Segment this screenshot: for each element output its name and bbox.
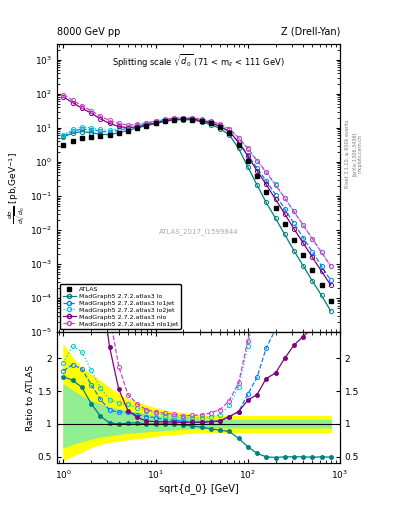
Text: mcplots.cern.ch: mcplots.cern.ch [358, 134, 363, 173]
Text: Z (Drell-Yan): Z (Drell-Yan) [281, 27, 340, 37]
X-axis label: sqrt{d_0} [GeV]: sqrt{d_0} [GeV] [159, 483, 238, 494]
Text: Rivet 3.1.10, ≥ 600k events: Rivet 3.1.10, ≥ 600k events [345, 119, 350, 188]
Text: [arXiv:1306.3436]: [arXiv:1306.3436] [352, 132, 357, 176]
Text: 8000 GeV pp: 8000 GeV pp [57, 27, 120, 37]
Text: Splitting scale $\sqrt{d_0}$ (71 < m$_{ll}$ < 111 GeV): Splitting scale $\sqrt{d_0}$ (71 < m$_{l… [112, 52, 285, 69]
Y-axis label: Ratio to ATLAS: Ratio to ATLAS [26, 365, 35, 431]
Legend: ATLAS, MadGraph5 2.7.2.atlas3 lo, MadGraph5 2.7.2.atlas3 lo1jet, MadGraph5 2.7.2: ATLAS, MadGraph5 2.7.2.atlas3 lo, MadGra… [60, 284, 181, 329]
Y-axis label: $\frac{d\sigma}{d\sqrt{d_0}}$ [pb,GeV$^{-1}$]: $\frac{d\sigma}{d\sqrt{d_0}}$ [pb,GeV$^{… [7, 152, 27, 224]
Text: ATLAS_2017_I1599844: ATLAS_2017_I1599844 [159, 228, 238, 234]
